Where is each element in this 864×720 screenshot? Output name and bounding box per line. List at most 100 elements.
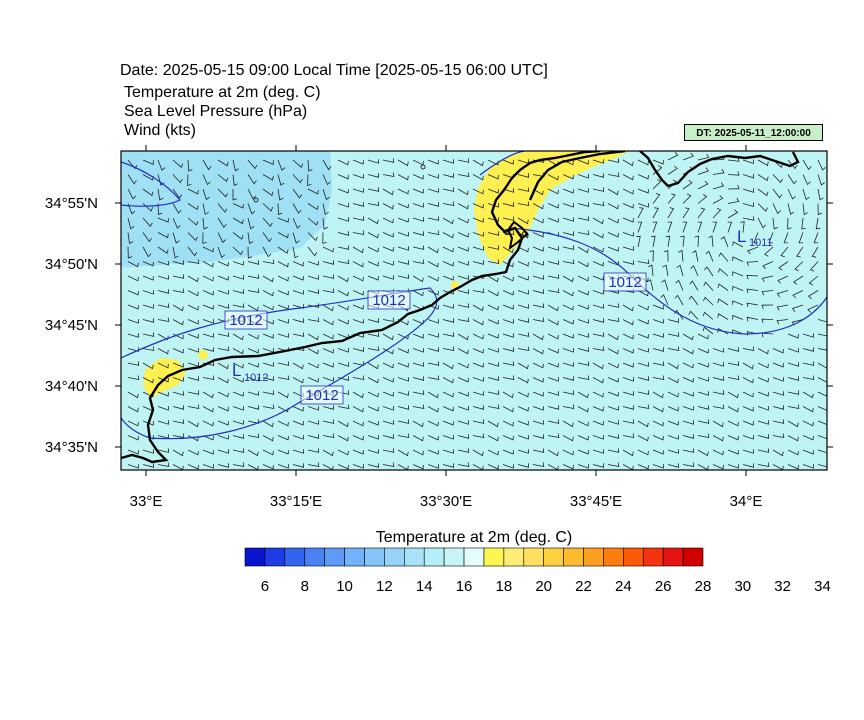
wind-barb: [517, 217, 529, 225]
wind-barb: [622, 304, 634, 312]
wind-barb: [247, 377, 259, 382]
map-frame: [120, 150, 828, 471]
wind-barb: [247, 362, 259, 368]
wind-barb: [517, 406, 529, 412]
wind-barb: [817, 391, 827, 397]
wind-barb: [727, 420, 739, 427]
wind-barb: [802, 420, 814, 427]
wind-barb: [652, 449, 664, 455]
wind-barb: [780, 246, 789, 258]
wind-barb: [442, 187, 455, 192]
wind-barb: [637, 404, 650, 409]
wind-barb: [412, 333, 424, 339]
wind-barb: [472, 377, 484, 382]
wind-barb: [352, 290, 364, 296]
warm-spot: [451, 281, 459, 289]
wind-barb: [562, 362, 574, 367]
wind-barb: [427, 333, 439, 338]
wind-barb: [172, 203, 182, 214]
wind-barb: [740, 221, 745, 233]
coastline: [639, 151, 800, 188]
wind-barb: [352, 435, 364, 441]
wind-barb: [157, 391, 169, 397]
wind-barb: [187, 159, 193, 172]
wind-barb: [187, 420, 199, 428]
wind-barb: [592, 346, 605, 351]
wind-barb: [772, 377, 784, 382]
wind-barb: [382, 406, 394, 411]
wind-barb: [367, 463, 380, 468]
wind-barb: [697, 449, 709, 457]
wind-barb: [577, 333, 589, 338]
wind-barb: [382, 158, 395, 163]
wind-barb: [762, 261, 774, 270]
wind-barb: [607, 158, 620, 163]
wind-barb: [667, 362, 679, 370]
wind-barb: [802, 333, 814, 338]
colorbar-box: [563, 547, 584, 567]
wind-barb: [352, 216, 365, 221]
wind-barb: [562, 304, 574, 311]
wind-barb: [337, 159, 349, 166]
wind-barb: [142, 420, 154, 426]
wind-barb: [674, 294, 684, 306]
wind-barb: [547, 274, 560, 279]
wind-barb: [217, 362, 229, 370]
wind-barb: [412, 420, 424, 428]
wind-barb: [367, 435, 379, 440]
wind-barb: [457, 232, 469, 238]
wind-barb: [517, 362, 529, 370]
wind-barb: [577, 391, 589, 399]
wind-barb: [742, 188, 754, 193]
wind-barb: [367, 420, 379, 426]
wind-barb: [367, 232, 379, 239]
wind-barb: [397, 188, 409, 195]
wind-barb: [637, 348, 649, 353]
wind-barb: [292, 188, 303, 199]
wind-barb: [772, 391, 784, 396]
wind-barb: [172, 246, 179, 259]
wind-barb: [442, 362, 454, 370]
wind-barb: [352, 304, 364, 310]
wind-barb: [622, 159, 634, 167]
wind-barb: [397, 232, 409, 237]
wind-barb: [517, 377, 529, 384]
wind-barb: [607, 434, 620, 439]
wind-barb: [157, 333, 169, 341]
wind-barb: [292, 362, 304, 370]
wind-barb: [172, 174, 183, 184]
wind-barb: [277, 333, 289, 338]
wind-barb: [277, 375, 290, 380]
wind-barb: [292, 275, 304, 281]
wind-barb: [277, 361, 290, 366]
wind-barb: [457, 362, 469, 369]
wind-barb: [352, 275, 364, 282]
wind-barb: [817, 333, 827, 337]
wind-barb: [747, 246, 759, 255]
wind-barb: [697, 167, 710, 175]
wind-barb: [412, 376, 425, 381]
wind-barb: [742, 406, 754, 412]
wind-barb: [262, 404, 275, 409]
wind-barb: [127, 319, 139, 324]
wind-barb: [802, 375, 815, 380]
wind-barb: [382, 275, 394, 280]
wind-barb: [732, 314, 744, 320]
wind-barb: [157, 348, 169, 355]
wind-barb: [667, 346, 680, 351]
wind-barb: [517, 232, 529, 239]
wind-barb: [427, 159, 439, 165]
wind-barb: [277, 464, 289, 469]
colorbar-box: [543, 547, 564, 567]
wind-barb: [382, 434, 395, 439]
wind-barb: [412, 259, 425, 264]
wind-barb: [746, 316, 759, 322]
wind-barb: [742, 391, 754, 398]
wind-barb: [202, 275, 214, 282]
wind-barb: [337, 304, 349, 311]
wind-barb: [727, 209, 739, 219]
wind-barb: [637, 188, 649, 194]
wind-barb: [367, 318, 380, 323]
wind-barb: [757, 448, 770, 453]
wind-barb: [367, 173, 380, 178]
